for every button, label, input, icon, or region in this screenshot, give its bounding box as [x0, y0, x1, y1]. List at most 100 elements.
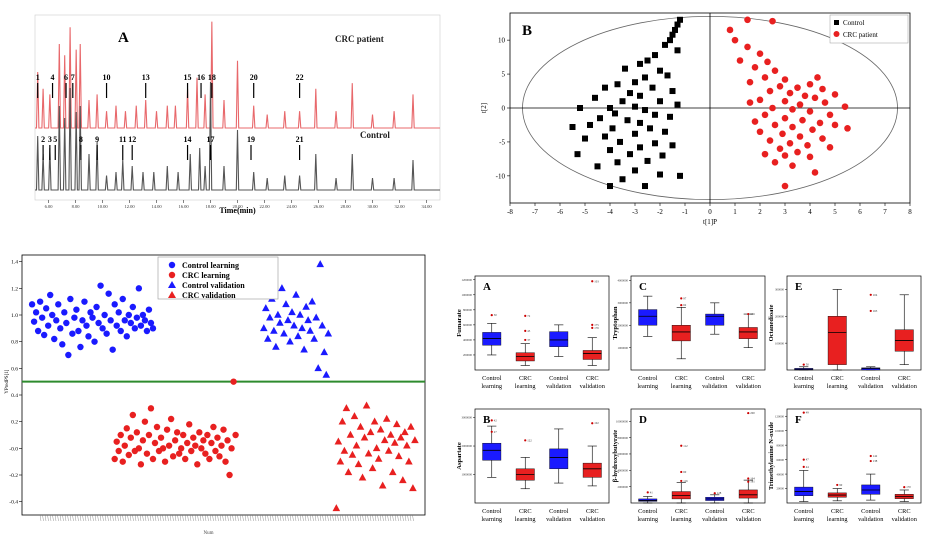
x-category-label: Control	[861, 375, 880, 382]
x-tick-mark	[139, 514, 142, 522]
control-learning-point	[71, 314, 78, 321]
crc-patient-point	[751, 63, 759, 71]
x-tick-label: 6	[858, 208, 862, 216]
control-learning-point	[81, 298, 88, 305]
crc-validation-point	[368, 464, 377, 472]
crc-patient-point	[769, 17, 776, 25]
outlier-point	[646, 491, 649, 494]
x-tick-label: 2	[758, 208, 762, 216]
x-tick-label: -5	[582, 208, 588, 216]
plot-frame	[630, 408, 766, 504]
x-category-label: Control	[794, 508, 813, 515]
control-validation-point	[310, 334, 318, 342]
y-tick-label: 0.6	[11, 366, 18, 372]
x-tick-label: -8	[507, 208, 513, 216]
control-learning-point	[143, 327, 151, 335]
outlier-label: 27	[494, 430, 498, 434]
x-tick-label: 14.00	[151, 204, 162, 209]
x-category-label: validation	[702, 383, 728, 390]
x-tick-label: 4	[808, 208, 812, 216]
x-tick-mark	[154, 514, 157, 522]
crc-learning-point	[212, 447, 219, 455]
crc-validation-point	[378, 481, 387, 489]
crc-validation-point	[366, 428, 375, 436]
x-tick-label: 6.00	[45, 204, 54, 209]
y-axis-title: Tryptophan	[612, 306, 619, 339]
outlier-label: 138	[873, 459, 878, 463]
control-validation-point	[270, 326, 278, 334]
crc-patient-point	[779, 130, 786, 138]
panel-label-b: B	[522, 23, 532, 39]
boxplot-panel-b: 1000000 2000000 3000000 42 27 122 102 B Aspartat…	[456, 408, 610, 523]
control-learning-point	[97, 282, 104, 289]
crc-patient-point	[794, 148, 801, 156]
crc-learning-point	[135, 445, 143, 452]
control-validation-point	[316, 260, 325, 268]
outlier-point	[747, 312, 750, 316]
legend-label-crc-learning: CRC learning	[182, 271, 230, 280]
x-tick-mark	[117, 514, 119, 522]
control-point	[642, 74, 648, 81]
y-axis-title: Trimethylamine N-oxide	[768, 422, 775, 490]
x-tick-mark	[199, 514, 202, 522]
y-tick-label: 0	[502, 105, 506, 113]
x-tick-mark	[374, 514, 377, 522]
panel-label-c: C	[639, 281, 647, 293]
crc-validation-point	[370, 417, 379, 425]
control-learning-point	[87, 309, 94, 316]
x-tick-mark	[137, 514, 139, 522]
x-tick-mark	[212, 514, 214, 522]
x-tick-mark	[102, 514, 104, 522]
control-point	[592, 94, 598, 101]
crc-validation-point	[332, 504, 341, 512]
crc-patient-point	[781, 97, 789, 105]
y-tick-label: 5	[502, 71, 506, 79]
x-category-label: Control	[794, 375, 813, 382]
y-tick-label: 1.0	[11, 313, 18, 319]
y-tick-label: 2000000	[618, 485, 629, 489]
control-point	[609, 125, 616, 132]
crc-validation-point	[358, 473, 367, 481]
crc-validation-point	[405, 457, 413, 465]
outlier-point	[524, 314, 527, 317]
crc-patient-point	[786, 89, 794, 97]
y-tick-label: 1200000	[462, 278, 473, 282]
y-tick-label: 1000000	[618, 346, 629, 350]
crc-patient-point	[764, 58, 771, 66]
x-category-label: validation	[546, 383, 572, 390]
control-point	[594, 163, 601, 170]
crc-learning-point	[177, 445, 185, 452]
crc-learning-point	[121, 442, 128, 449]
y-tick-label: 400000	[463, 338, 473, 342]
crc-patient-point	[799, 116, 806, 124]
panel-label-f: F	[795, 414, 802, 426]
y-axis-title: Aspartate	[456, 442, 463, 470]
x-tick-mark	[147, 514, 149, 522]
outlier-label: 181	[750, 480, 755, 484]
x-tick-mark	[317, 514, 319, 522]
y-tick-label: 100000	[775, 429, 785, 433]
outlier-point	[591, 422, 594, 425]
crc-patient-point	[771, 121, 779, 129]
control-point	[607, 183, 613, 190]
x-tick-mark	[234, 514, 237, 522]
x-tick-mark	[337, 514, 339, 522]
outlier-point	[524, 329, 527, 332]
crc-learning-point	[208, 439, 215, 447]
crc-patient-point	[796, 133, 804, 140]
x-tick-mark	[232, 514, 234, 522]
x-tick-mark	[379, 514, 382, 522]
control-learning-point	[42, 305, 50, 312]
crc-validation-point	[403, 441, 411, 449]
panel-label-e: E	[795, 281, 802, 293]
x-tick-label: 0	[708, 208, 712, 216]
y-tick-label: -0.2	[9, 473, 18, 479]
control-learning-point	[55, 301, 62, 308]
control-learning-point	[85, 333, 92, 340]
x-tick-label: -6	[557, 208, 563, 216]
crc-learning-point	[192, 442, 199, 449]
trace-control	[35, 81, 440, 191]
x-tick-mark	[177, 514, 179, 522]
x-tick-mark	[237, 514, 239, 522]
x-category-label: validation	[892, 383, 918, 390]
